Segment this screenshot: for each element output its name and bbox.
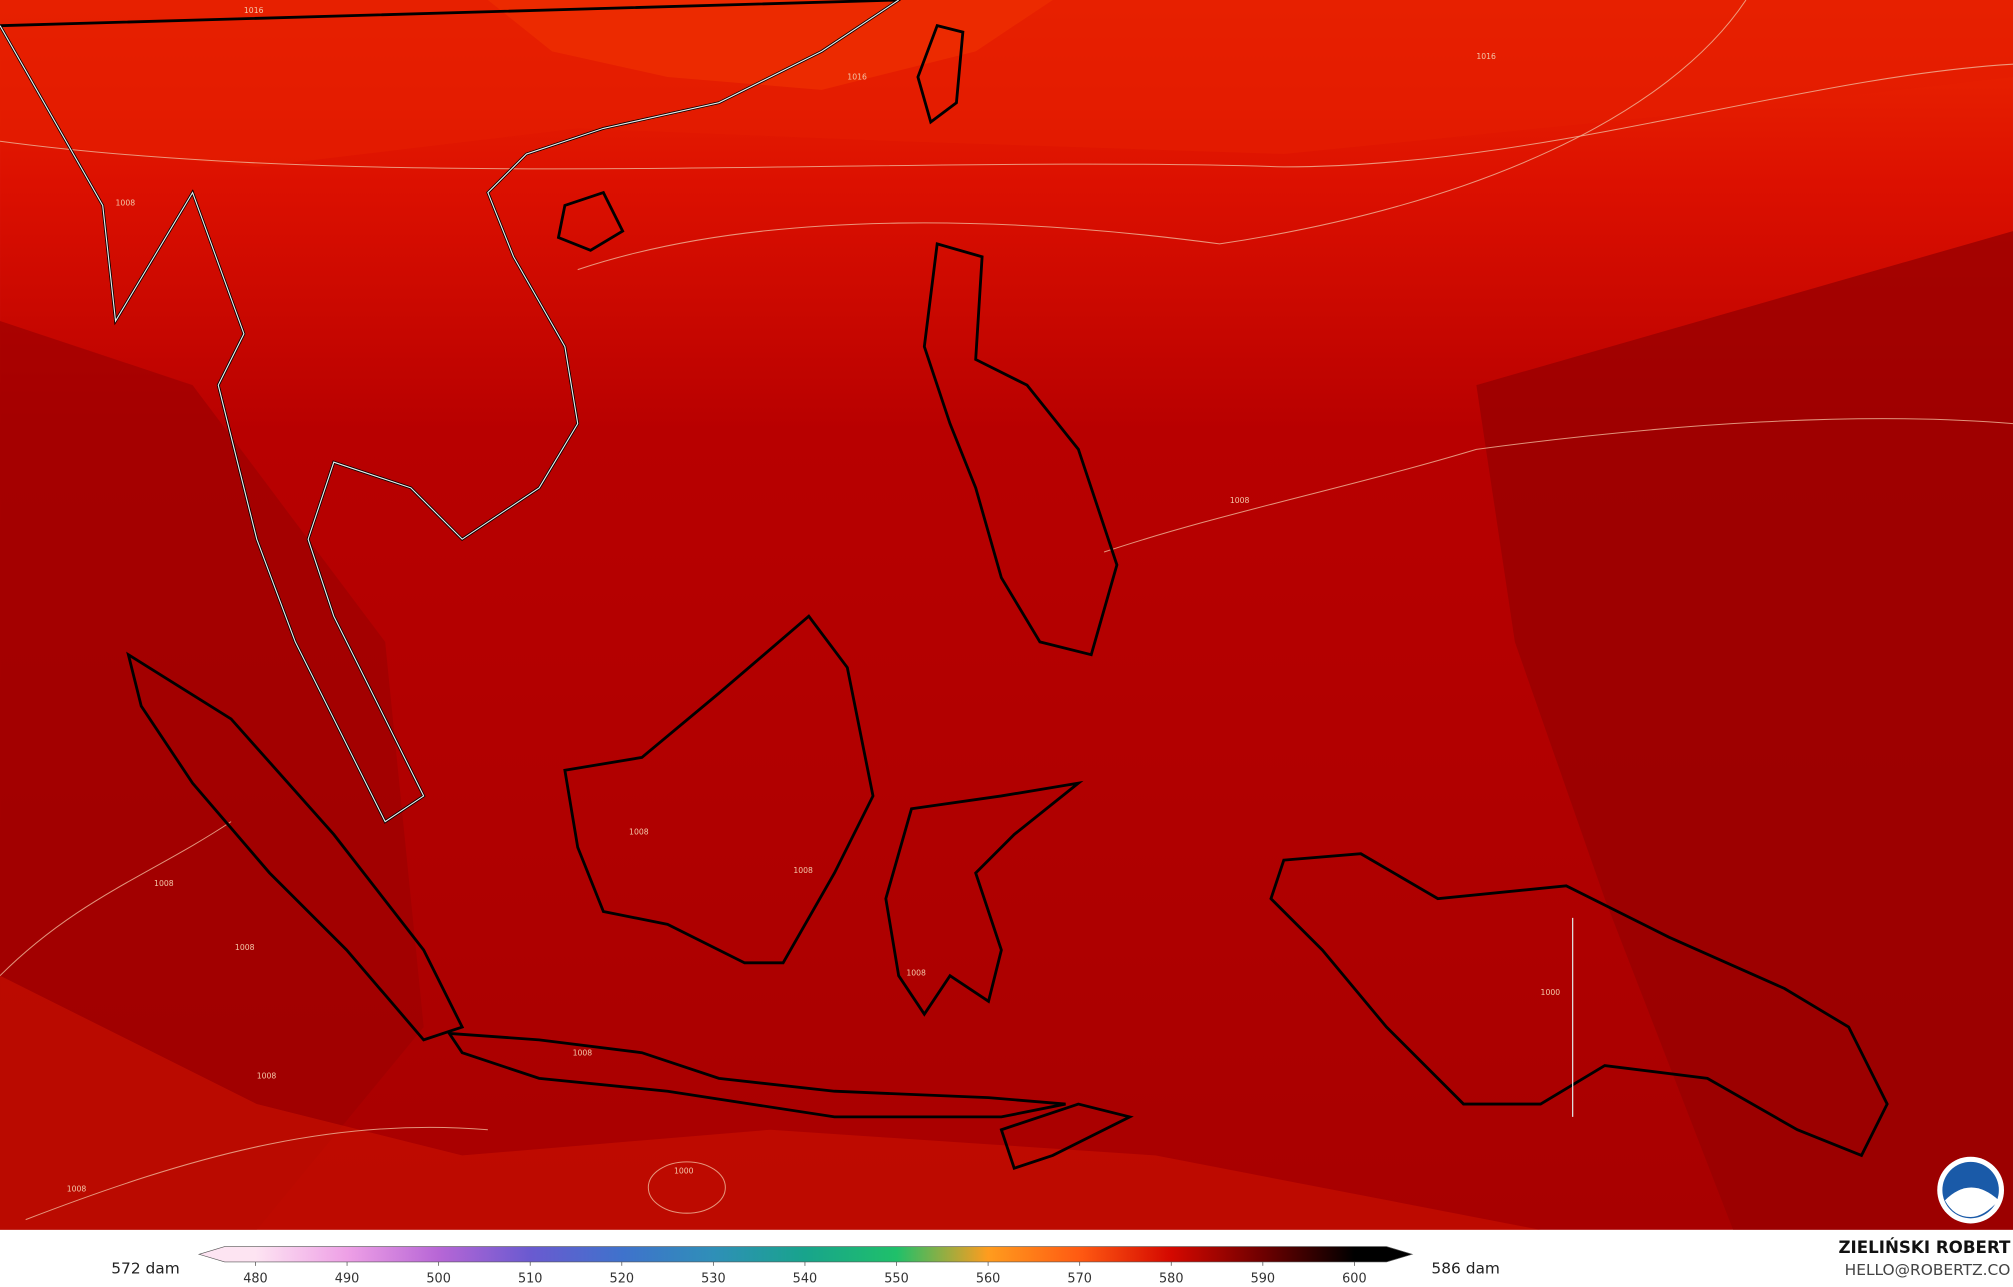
philippines (922, 242, 1119, 657)
dark-region (1476, 231, 2013, 1230)
isobar-label: 1008 (573, 1048, 593, 1057)
colorbar-tick-label: 550 (884, 1272, 909, 1287)
isobar (577, 0, 1747, 271)
isobar-label: 1008 (793, 866, 813, 875)
isobar (1103, 418, 2013, 553)
colorbar-tick-label: 500 (426, 1272, 451, 1287)
isobar (0, 63, 2013, 170)
new-guinea (1269, 852, 1889, 1158)
dark-region (0, 320, 424, 1230)
timor (999, 1102, 1134, 1171)
colorbar-tick-label: 510 (518, 1272, 543, 1287)
taiwan (916, 24, 965, 125)
map (0, 0, 2013, 1230)
isobar-label: 1008 (235, 943, 255, 952)
isobar-label: 1000 (674, 1166, 694, 1175)
author: ZIELIŃSKI ROBERT (1838, 1238, 2011, 1257)
isobar-label: 1016 (1476, 52, 1496, 61)
isobar-label: 1008 (906, 969, 926, 978)
isobar (0, 821, 232, 977)
colorbar-tick-label: 490 (335, 1272, 359, 1287)
colorbar-tick-label: 540 (793, 1272, 818, 1287)
colorbar-tick-label: 570 (1067, 1272, 1092, 1287)
sulawesi (884, 780, 1084, 1017)
isobar-label: 1000 (1541, 988, 1561, 997)
hainan (556, 190, 625, 252)
border (0, 0, 899, 823)
noaa-logo (1937, 1156, 2005, 1224)
colorbar (197, 1246, 1414, 1263)
isobar-label: 1008 (116, 198, 136, 207)
colorbar-tick-label: 580 (1159, 1272, 1184, 1287)
email: HELLO@ROBERTZ.CO (1845, 1261, 2011, 1279)
colorbar-tick-label: 520 (610, 1272, 635, 1287)
isobar (25, 1126, 488, 1221)
sumatra (126, 651, 465, 1042)
isobar-label: 1016 (847, 73, 867, 82)
java (446, 1031, 1066, 1119)
warm-band (0, 0, 2013, 167)
colorbar-tick-label: 560 (976, 1272, 1000, 1287)
isobar-label: 1008 (629, 827, 649, 836)
colorbar-tick-label: 480 (243, 1272, 268, 1287)
colorbar-tick-label: 600 (1342, 1272, 1367, 1287)
isobar-label: 1008 (1230, 496, 1250, 505)
colorbar-max-label: 586 dam (1431, 1260, 1499, 1278)
colorbar-min-label: 572 dam (111, 1260, 179, 1278)
isobar (647, 1161, 726, 1214)
isobar-label: 1016 (244, 6, 264, 15)
isobar-label: 1008 (257, 1071, 277, 1080)
borneo (563, 614, 875, 965)
colorbar-tick-label: 530 (701, 1272, 726, 1287)
warm-band (0, 975, 1541, 1230)
isobar-label: 1008 (67, 1184, 87, 1193)
isobar-label: 1008 (154, 879, 174, 888)
colorbar-tick-label: 590 (1251, 1272, 1276, 1287)
